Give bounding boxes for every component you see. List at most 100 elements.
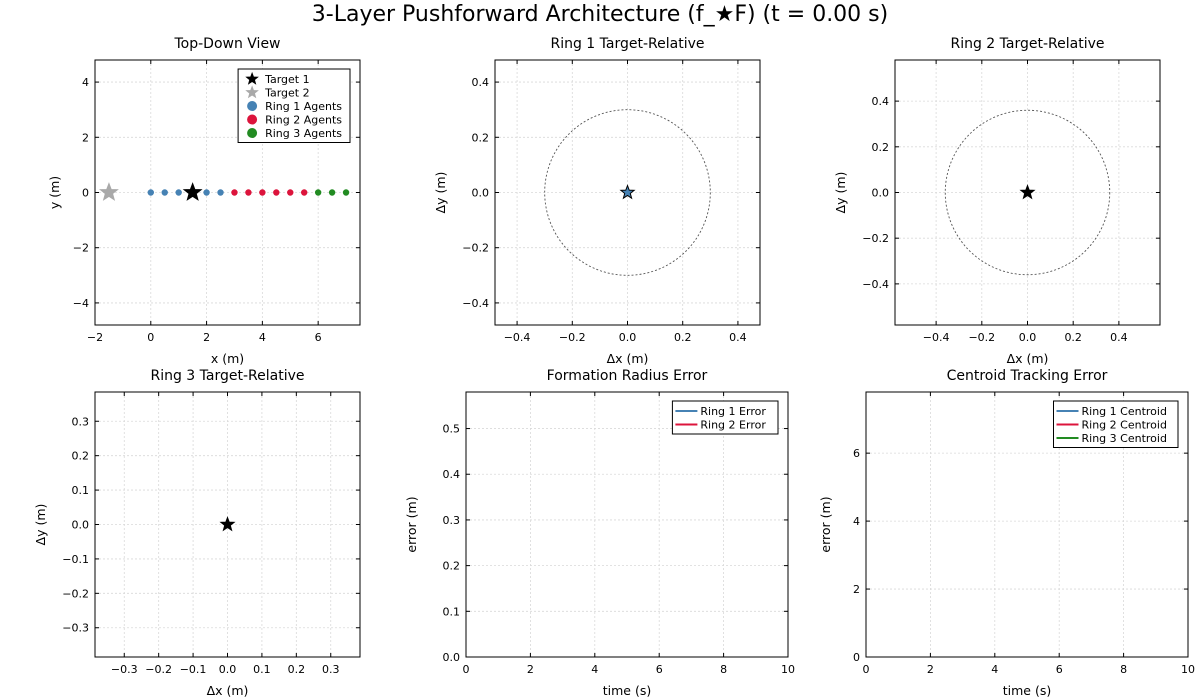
x-tick-label: 4 bbox=[991, 663, 998, 676]
x-axis-label: Δx (m) bbox=[207, 683, 249, 698]
legend-label: Ring 1 Centroid bbox=[1082, 405, 1167, 418]
agent-marker bbox=[175, 189, 182, 196]
x-tick-label: −0.4 bbox=[504, 331, 531, 344]
plot-frame bbox=[865, 391, 1189, 658]
subplot-title: Ring 1 Target-Relative bbox=[550, 36, 704, 52]
star-marker bbox=[182, 182, 203, 201]
x-tick-label: 6 bbox=[1056, 663, 1063, 676]
x-tick-label: 0.2 bbox=[288, 663, 306, 676]
y-tick-label: −0.4 bbox=[862, 278, 889, 291]
x-tick-label: −0.2 bbox=[145, 663, 172, 676]
x-tick-label: 6 bbox=[315, 331, 322, 344]
subplot-title: Centroid Tracking Error bbox=[947, 368, 1108, 384]
y-axis-label: error (m) bbox=[818, 496, 833, 552]
x-tick-label: 0.0 bbox=[219, 663, 237, 676]
chart-ring3rel: −0.3 −0.2 −0.1 0.0 0.1 0.2 0.3 −0.3 −0.2 −0.1 0.0 0… bbox=[33, 368, 361, 698]
x-axis-label: time (s) bbox=[1003, 683, 1051, 698]
reference-circle bbox=[544, 109, 711, 276]
agent-marker bbox=[328, 189, 336, 196]
x-tick-label: 6 bbox=[656, 663, 663, 676]
y-tick-label: 0.0 bbox=[872, 187, 890, 200]
x-tick-label: 0 bbox=[147, 331, 154, 344]
y-tick-label: 0.2 bbox=[443, 560, 461, 573]
x-tick-label: 0.4 bbox=[729, 331, 747, 344]
x-tick-label: 8 bbox=[1120, 663, 1127, 676]
agent-marker bbox=[259, 189, 266, 196]
y-tick-label: 4 bbox=[82, 76, 89, 89]
legend-swatch-dot bbox=[247, 114, 258, 125]
y-tick-label: 4 bbox=[853, 515, 860, 528]
agent-marker bbox=[301, 189, 308, 196]
legend-swatch-dot bbox=[247, 128, 258, 138]
x-axis-label: x (m) bbox=[211, 351, 244, 366]
chart-radiuserr: 0 2 4 6 8 10 0.0 0.1 0.2 0.3 0.4 0.5 Formation Radiu… bbox=[404, 368, 795, 698]
chart-ring2rel: −0.4 −0.2 0.0 0.2 0.4 −0.4 −0.2 0.0 0.2 0.4 Ring 2… bbox=[833, 36, 1161, 366]
x-tick-label: −0.1 bbox=[180, 663, 207, 676]
x-tick-label: 2 bbox=[203, 331, 210, 344]
x-tick-label: 2 bbox=[927, 663, 934, 676]
legend-label: Target 2 bbox=[264, 87, 310, 100]
y-tick-label: −0.3 bbox=[62, 622, 89, 635]
x-tick-label: 0.4 bbox=[1110, 331, 1128, 344]
x-tick-label: 8 bbox=[720, 663, 727, 676]
y-tick-label: 0.0 bbox=[443, 651, 461, 664]
x-axis-label: Δx (m) bbox=[1007, 351, 1049, 366]
star-marker bbox=[1019, 184, 1036, 200]
star-marker bbox=[619, 184, 636, 200]
y-axis-label: y (m) bbox=[47, 176, 62, 209]
y-tick-label: 0 bbox=[853, 651, 860, 664]
x-tick-label: −2 bbox=[87, 331, 103, 344]
subplot-title: Ring 2 Target-Relative bbox=[950, 36, 1104, 52]
x-tick-label: 2 bbox=[527, 663, 534, 676]
x-tick-label: −0.3 bbox=[111, 663, 138, 676]
x-axis-label: time (s) bbox=[603, 683, 651, 698]
agent-marker bbox=[273, 189, 280, 196]
chart-topdown: −2 0 2 4 6 −4 −2 0 2 4 Top-Down View x (m) y (m) Targ… bbox=[47, 36, 361, 366]
agent-marker bbox=[231, 189, 238, 196]
legend-label: Ring 3 Agents bbox=[265, 127, 342, 140]
legend-label: Ring 3 Centroid bbox=[1082, 432, 1167, 445]
agent-marker bbox=[161, 189, 168, 196]
plot-frame bbox=[465, 391, 789, 658]
legend-swatch-star bbox=[245, 71, 259, 85]
y-tick-label: 0.1 bbox=[443, 605, 461, 618]
y-tick-label: 0.1 bbox=[72, 484, 90, 497]
x-tick-label: 4 bbox=[259, 331, 266, 344]
y-axis-label: Δy (m) bbox=[33, 504, 48, 546]
y-tick-label: 0 bbox=[82, 187, 89, 200]
y-tick-label: 0.4 bbox=[443, 468, 461, 481]
y-tick-label: −0.1 bbox=[62, 553, 89, 566]
y-axis-label: Δy (m) bbox=[433, 172, 448, 214]
y-tick-label: 0.4 bbox=[472, 76, 490, 89]
agent-marker bbox=[287, 189, 294, 196]
star-marker bbox=[219, 516, 236, 532]
y-tick-label: 2 bbox=[853, 583, 860, 596]
agent-marker bbox=[147, 189, 154, 196]
y-tick-label: −0.2 bbox=[862, 232, 889, 245]
legend-swatch-dot bbox=[247, 101, 258, 111]
subplot-title: Ring 3 Target-Relative bbox=[150, 368, 304, 384]
legend-label: Ring 1 Error bbox=[700, 405, 766, 418]
reference-circle bbox=[944, 109, 1111, 276]
x-tick-label: 0.2 bbox=[1064, 331, 1082, 344]
legend-label: Target 1 bbox=[264, 73, 310, 86]
figure-title: 3-Layer Pushforward Architecture (f_★F) … bbox=[311, 2, 889, 27]
legend-label: Ring 2 Error bbox=[700, 419, 766, 432]
y-tick-label: −0.2 bbox=[62, 587, 89, 600]
x-tick-label: 0.2 bbox=[674, 331, 692, 344]
agent-marker bbox=[342, 189, 350, 196]
y-tick-label: 0.2 bbox=[872, 141, 890, 154]
legend-swatch-star bbox=[245, 85, 259, 99]
y-tick-label: 6 bbox=[853, 447, 860, 460]
y-tick-label: −0.4 bbox=[462, 297, 489, 310]
legend-label: Ring 2 Agents bbox=[265, 114, 342, 127]
x-tick-label: −0.2 bbox=[968, 331, 995, 344]
x-tick-label: 10 bbox=[781, 663, 795, 676]
x-tick-label: 0 bbox=[463, 663, 470, 676]
chart-centroiderr: 0 2 4 6 8 10 0 2 4 6 Centroid Tracking Error time (… bbox=[818, 368, 1195, 698]
x-tick-label: 4 bbox=[591, 663, 598, 676]
y-tick-label: −0.2 bbox=[462, 242, 489, 255]
x-tick-label: −0.4 bbox=[923, 331, 950, 344]
legend-label: Ring 1 Agents bbox=[265, 100, 342, 113]
